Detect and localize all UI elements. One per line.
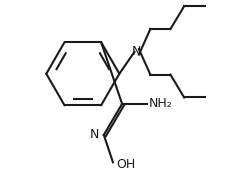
Text: OH: OH <box>117 158 136 171</box>
Text: N: N <box>132 45 141 58</box>
Text: NH₂: NH₂ <box>149 97 172 110</box>
Text: N: N <box>90 128 99 141</box>
